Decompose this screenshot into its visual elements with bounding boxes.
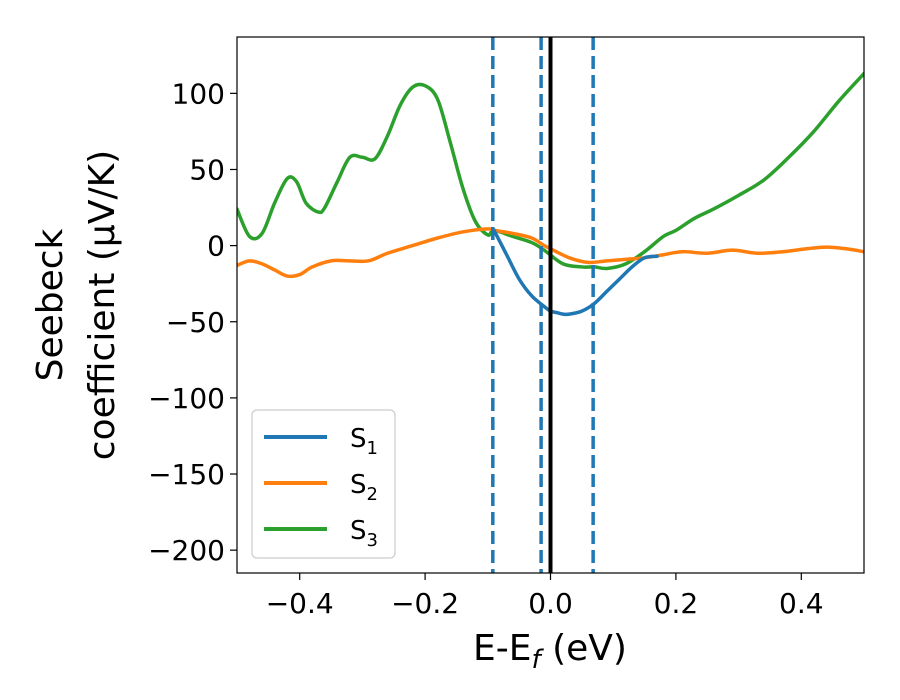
y-tick-label: −100 [148,382,225,415]
y-tick-label: 0 [207,230,225,263]
legend-label-s1: S1 [350,424,378,459]
y-axis-label-line1: Seebeck [30,228,71,381]
x-axis-ticks: −0.4 −0.2 0.0 0.2 0.4 [266,573,824,620]
plot-area [236,36,865,574]
x-tick-label: −0.4 [266,587,334,620]
y-tick-label: 100 [172,77,225,110]
y-axis-ticks: 100 50 0 −50 −100 −150 −200 [148,77,237,567]
x-tick-label: 0.4 [779,587,824,620]
y-tick-label: −200 [148,534,225,567]
y-axis-label-line2: coefficient (μV/K) [82,150,123,460]
y-tick-label: −50 [166,306,225,339]
x-tick-label: 0.2 [654,587,699,620]
series-group [237,71,864,317]
legend-label-s3: S3 [350,516,378,551]
x-tick-label: −0.2 [391,587,459,620]
y-tick-label: −150 [148,458,225,491]
x-axis-label: E-Ef (eV) [473,628,627,675]
series-line-s2 [237,227,864,279]
y-tick-label: 50 [189,153,225,186]
legend-label-s2: S2 [350,470,378,505]
legend: S1 S2 S3 [251,409,396,559]
x-tick-label: 0.0 [528,587,573,620]
y-axis-label: Seebeck coefficient (μV/K) [30,150,123,460]
series-line-s1 [492,228,659,317]
